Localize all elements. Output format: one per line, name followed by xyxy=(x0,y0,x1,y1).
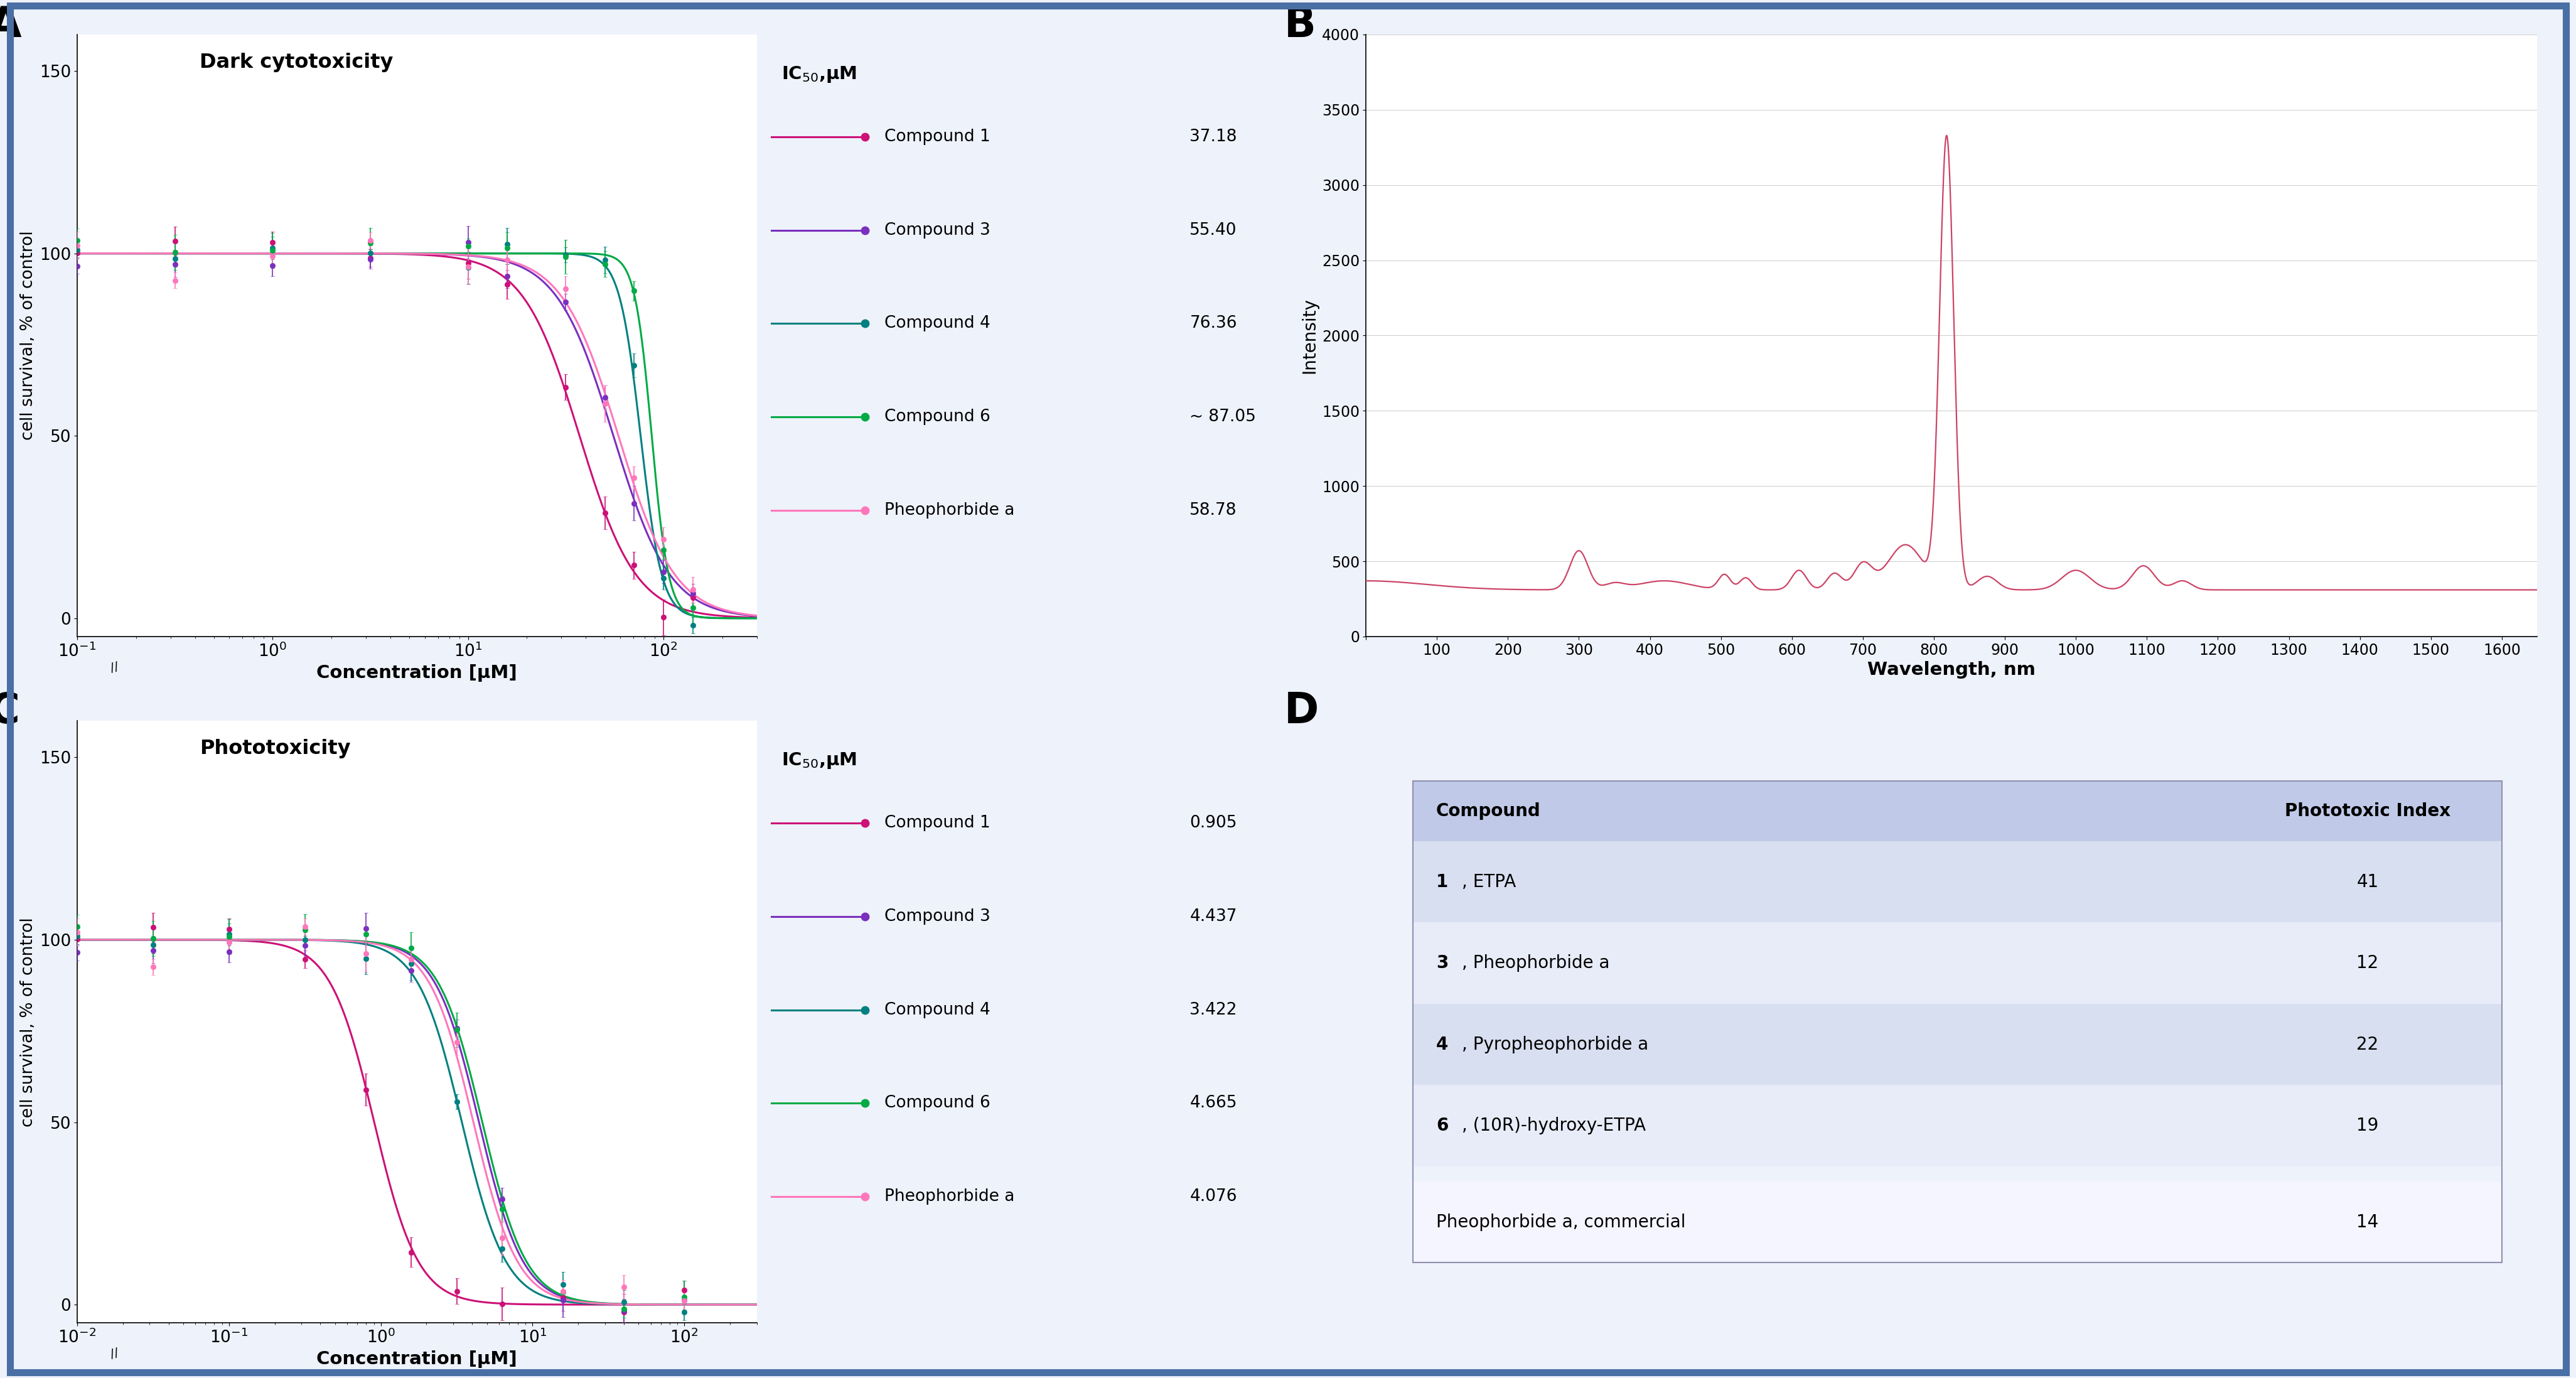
Text: Compound 3: Compound 3 xyxy=(884,222,992,238)
Bar xyxy=(1412,1003,2501,1084)
Text: Compound 6: Compound 6 xyxy=(884,409,992,424)
Text: Phototoxic Index: Phototoxic Index xyxy=(2285,802,2450,820)
Text: , Pheophorbide a: , Pheophorbide a xyxy=(1463,955,1610,971)
Text: Compound: Compound xyxy=(1437,802,1540,820)
Text: 12: 12 xyxy=(2357,955,2378,971)
Text: IC$_{50}$,μM: IC$_{50}$,μM xyxy=(781,751,858,770)
Text: Compound 1: Compound 1 xyxy=(884,128,992,145)
Text: 55.40: 55.40 xyxy=(1190,222,1236,238)
Text: 6: 6 xyxy=(1437,1118,1448,1134)
Text: 37.18: 37.18 xyxy=(1190,128,1236,145)
Text: 4.437: 4.437 xyxy=(1190,908,1236,925)
X-axis label: Concentration [μM]: Concentration [μM] xyxy=(317,1350,518,1368)
Text: , Pyropheophorbide a: , Pyropheophorbide a xyxy=(1463,1036,1649,1053)
Text: //: // xyxy=(108,660,121,674)
Bar xyxy=(1412,1181,2501,1262)
Text: Compound 4: Compound 4 xyxy=(884,316,992,332)
Text: 19: 19 xyxy=(2357,1118,2378,1134)
Text: 76.36: 76.36 xyxy=(1190,316,1236,332)
Text: //: // xyxy=(108,1346,121,1360)
Text: Pheophorbide a, commercial: Pheophorbide a, commercial xyxy=(1437,1213,1685,1231)
Text: 3.422: 3.422 xyxy=(1190,1002,1236,1018)
Text: D: D xyxy=(1283,690,1319,732)
Text: Compound 6: Compound 6 xyxy=(884,1096,992,1111)
Text: , (10R)-hydroxy-ETPA: , (10R)-hydroxy-ETPA xyxy=(1463,1118,1646,1134)
Text: C: C xyxy=(0,690,21,732)
Text: 1: 1 xyxy=(1437,874,1448,890)
Text: Phototoxicity: Phototoxicity xyxy=(198,739,350,758)
X-axis label: Wavelength, nm: Wavelength, nm xyxy=(1868,661,2035,679)
Y-axis label: cell survival, % of control: cell survival, % of control xyxy=(21,230,36,440)
Text: 14: 14 xyxy=(2357,1213,2378,1231)
Bar xyxy=(1412,781,2501,841)
Y-axis label: cell survival, % of control: cell survival, % of control xyxy=(21,918,36,1127)
X-axis label: Concentration [μM]: Concentration [μM] xyxy=(317,664,518,682)
Text: 3: 3 xyxy=(1437,955,1448,971)
Text: Compound 1: Compound 1 xyxy=(884,814,992,831)
Text: 4.076: 4.076 xyxy=(1190,1188,1236,1204)
Text: Pheophorbide a: Pheophorbide a xyxy=(884,502,1015,518)
Text: ~ 87.05: ~ 87.05 xyxy=(1190,409,1257,424)
Text: 4.665: 4.665 xyxy=(1190,1096,1236,1111)
Text: IC$_{50}$,μM: IC$_{50}$,μM xyxy=(781,65,858,84)
Y-axis label: Intensity: Intensity xyxy=(1301,298,1319,373)
Text: , ETPA: , ETPA xyxy=(1463,874,1517,890)
Text: 41: 41 xyxy=(2357,874,2378,890)
Text: 0.905: 0.905 xyxy=(1190,814,1236,831)
Text: Compound 4: Compound 4 xyxy=(884,1002,992,1018)
Bar xyxy=(1412,841,2501,922)
Text: 22: 22 xyxy=(2357,1036,2378,1053)
Bar xyxy=(1412,781,2501,1262)
Text: B: B xyxy=(1283,4,1316,45)
Bar xyxy=(1412,922,2501,1003)
Text: Pheophorbide a: Pheophorbide a xyxy=(884,1188,1015,1204)
Bar xyxy=(1412,1084,2501,1166)
Text: A: A xyxy=(0,4,21,45)
Text: Dark cytotoxicity: Dark cytotoxicity xyxy=(198,52,394,72)
Text: Compound 3: Compound 3 xyxy=(884,908,992,925)
Text: 4: 4 xyxy=(1437,1036,1448,1053)
Text: 58.78: 58.78 xyxy=(1190,502,1236,518)
